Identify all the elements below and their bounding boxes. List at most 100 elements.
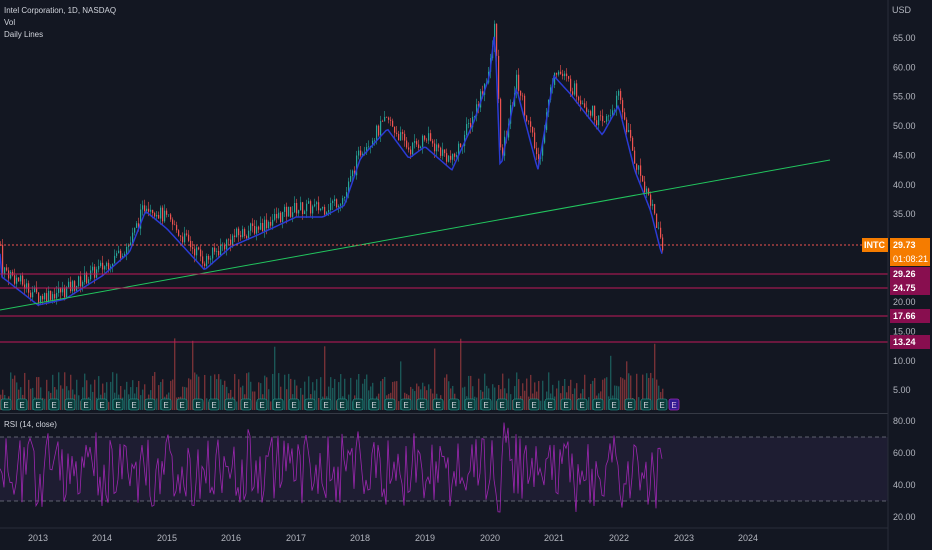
candle [578, 96, 580, 101]
candle [128, 245, 130, 247]
svg-text:E: E [643, 401, 648, 410]
candle [240, 235, 242, 237]
candle [124, 253, 126, 256]
price-tick: 45.00 [893, 150, 916, 160]
volume-legend: Vol [4, 18, 16, 27]
candle [326, 212, 328, 215]
earnings-marker: E [112, 398, 124, 411]
candle [502, 147, 504, 156]
volume-bar [272, 373, 274, 410]
earnings-marker: E [128, 398, 140, 411]
volume-bar [372, 382, 374, 410]
volume-bar [64, 372, 66, 410]
svg-text:E: E [627, 401, 632, 410]
volume-bar [76, 379, 78, 410]
candle [182, 236, 184, 243]
candle [658, 227, 660, 229]
candle [262, 222, 264, 232]
svg-text:E: E [671, 401, 676, 410]
volume-bar [154, 372, 156, 410]
volume-bar [396, 381, 398, 410]
volume-bar [350, 377, 352, 410]
candle [152, 209, 154, 214]
candle [612, 110, 614, 116]
svg-text:E: E [659, 401, 664, 410]
earnings-marker: E [624, 398, 636, 411]
volume-bar [48, 391, 50, 410]
svg-text:E: E [35, 401, 40, 410]
volume-bar [106, 382, 108, 410]
candle [580, 100, 582, 105]
candle [114, 255, 116, 264]
candle [284, 206, 286, 212]
candle [208, 255, 210, 260]
symbol-tag[interactable]: INTC [862, 238, 888, 252]
volume-bar [82, 387, 84, 410]
volume-bar [652, 378, 654, 410]
volume-bar [502, 373, 504, 410]
candle [22, 275, 24, 285]
candle [296, 203, 298, 214]
price-tick: 60.00 [893, 62, 916, 72]
candle [494, 23, 496, 46]
candle [602, 115, 604, 122]
candle [174, 224, 176, 226]
candle [18, 277, 20, 282]
candle [642, 175, 644, 182]
volume-bar [368, 390, 370, 410]
svg-text:E: E [115, 401, 120, 410]
volume-bar [254, 391, 256, 410]
candle [468, 123, 470, 125]
volume-bar [514, 386, 516, 410]
volume-bar [284, 374, 286, 410]
volume-bar [158, 385, 160, 410]
volume-bar [430, 388, 432, 410]
candle [460, 143, 462, 148]
volume-bar [538, 381, 540, 410]
candle [294, 203, 296, 213]
rsi-tick: 20.00 [893, 512, 916, 522]
candle [396, 132, 398, 135]
rsi-axis: 80.00 60.00 40.00 20.00 [893, 416, 916, 522]
candle [356, 155, 358, 176]
candle [166, 210, 168, 215]
earnings-marker: E [304, 398, 316, 411]
volume-bar [318, 397, 320, 410]
level-tag-4: 13.24 [890, 335, 930, 349]
candle [330, 203, 332, 211]
candle [374, 140, 376, 142]
time-tick: 2019 [415, 533, 435, 543]
volume-bar [286, 389, 288, 410]
volume-bar [66, 386, 68, 410]
candle [576, 83, 578, 97]
volume-bar [486, 385, 488, 410]
volume-bar [602, 379, 604, 410]
candle [336, 199, 338, 208]
volume-bar [92, 391, 94, 410]
candle [314, 204, 316, 207]
candle [298, 210, 300, 214]
volume-bar [112, 372, 114, 410]
volume-bar [584, 374, 586, 410]
volume-bar [540, 400, 542, 410]
candle [624, 112, 626, 120]
volume-bar [606, 377, 608, 410]
volume-bar [576, 383, 578, 410]
candle [432, 140, 434, 144]
volume-bar [558, 380, 560, 410]
volume-bar [332, 387, 334, 410]
candle [84, 272, 86, 282]
volume-bar [142, 389, 144, 410]
volume-bar [316, 379, 318, 410]
volume-bar [384, 376, 386, 410]
candle [4, 267, 6, 275]
volume-bar [452, 385, 454, 410]
volume-bar [308, 376, 310, 410]
earnings-marker: E [208, 398, 220, 411]
candle [136, 223, 138, 228]
candle [530, 121, 532, 127]
candle [280, 212, 282, 223]
volume-bar [498, 385, 500, 410]
candle [634, 150, 636, 164]
